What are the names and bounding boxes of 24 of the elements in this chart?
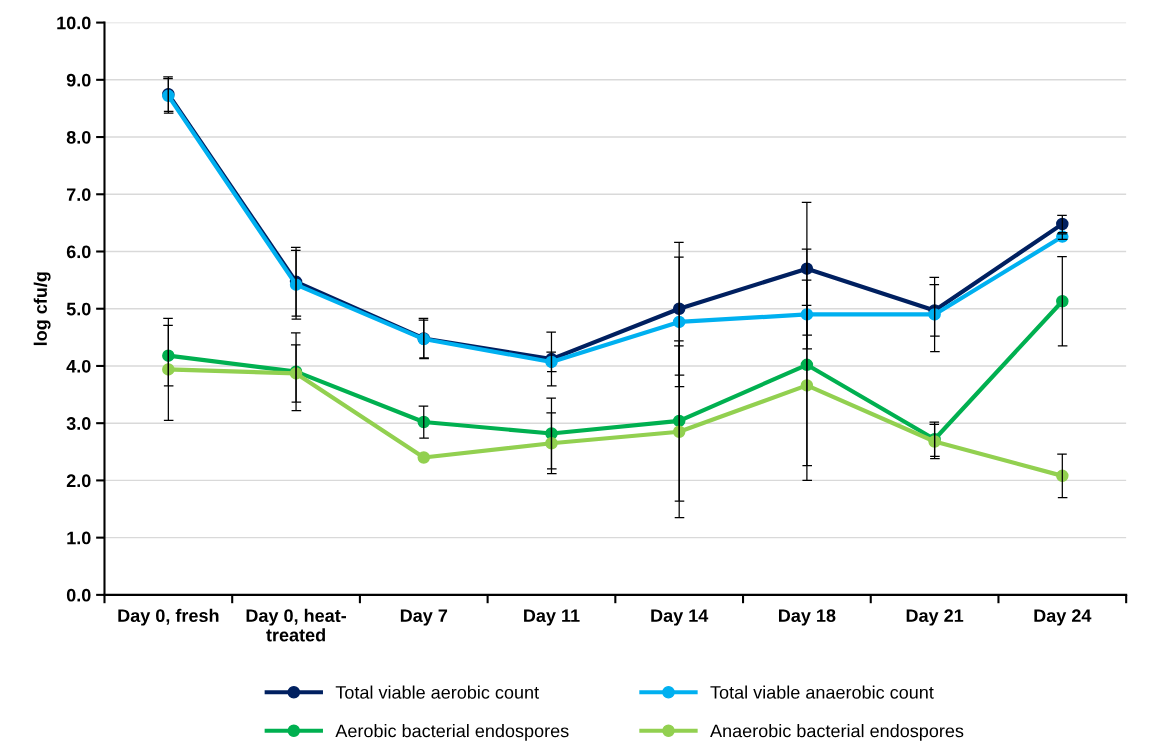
y-tick-label: 9.0 — [66, 73, 91, 87]
legend-label: Anaerobic bacterial endospores — [710, 724, 964, 741]
legend-label: Total viable aerobic count — [335, 685, 539, 699]
y-tick-label: 4.0 — [66, 359, 91, 373]
x-tick-label: Day 7 — [400, 609, 448, 626]
x-tick-label: Day 24 — [1034, 609, 1092, 626]
legend-label: Aerobic bacterial endospores — [335, 724, 569, 741]
legend-label: Total viable anaerobic count — [710, 685, 934, 699]
y-tick-label: 2.0 — [66, 474, 91, 488]
y-tick-label: 3.0 — [66, 417, 91, 430]
y-tick-label: 1.0 — [67, 531, 91, 545]
y-tick-label: 7.0 — [66, 188, 91, 201]
x-tick-label: Day 14 — [651, 609, 709, 626]
y-tick-label: 10.0 — [57, 16, 91, 30]
x-tick-label: Day 18 — [778, 609, 836, 626]
y-tick-label: 8.0 — [66, 130, 91, 144]
y-tick-label: 5.0 — [66, 302, 91, 316]
y-tick-label: 6.0 — [66, 245, 91, 259]
y-tick-label: 0.0 — [66, 588, 91, 602]
x-tick-label: Day 0, fresh — [118, 608, 219, 626]
x-tick-label: Day 0, heat- treated — [246, 608, 347, 642]
x-tick-label: Day 11 — [524, 609, 580, 626]
y-axis-title: log cfu/g — [33, 272, 51, 346]
x-tick-label: Day 21 — [906, 609, 964, 626]
